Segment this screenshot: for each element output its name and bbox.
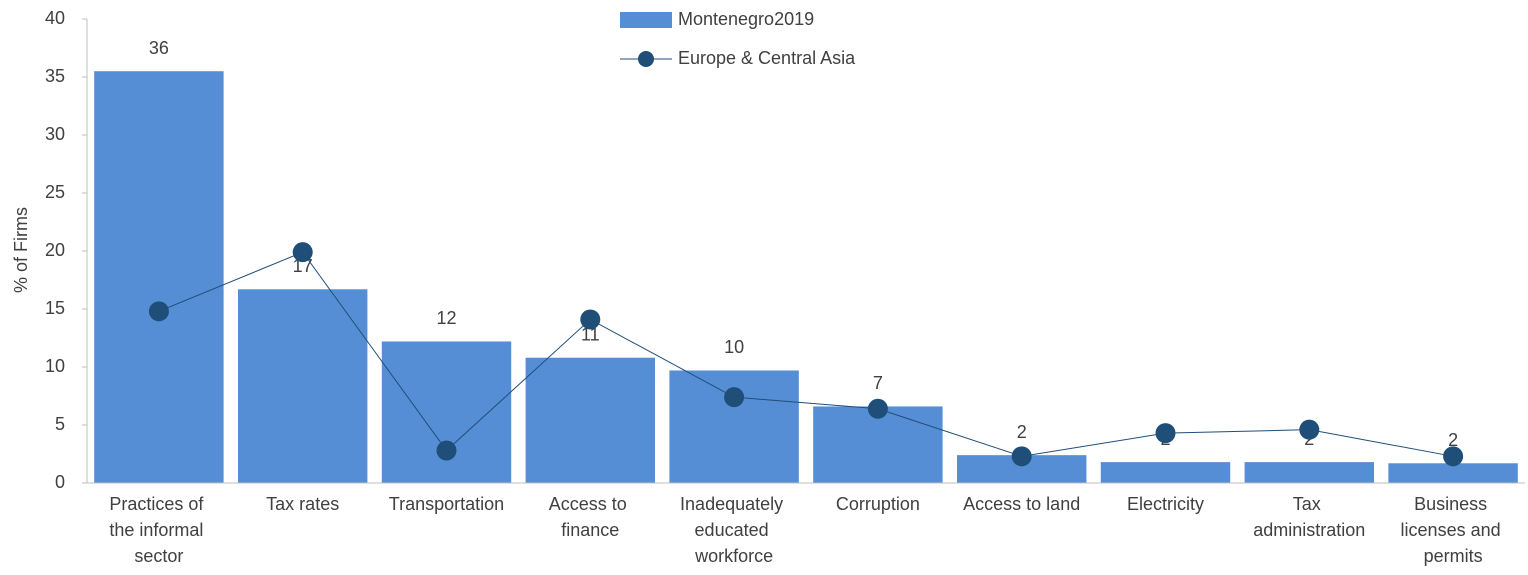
marker (867, 398, 888, 419)
y-tick-label: 35 (45, 66, 65, 86)
y-tick-label: 0 (55, 472, 65, 492)
x-tick-label: Tax rates (266, 494, 339, 514)
x-tick-label: Transportation (389, 494, 504, 514)
legend-label: Montenegro2019 (678, 9, 814, 29)
y-tick-label: 40 (45, 8, 65, 28)
bar (237, 289, 368, 483)
x-tick-label: Access to land (963, 494, 1080, 514)
data-label: 12 (436, 308, 456, 328)
bar (94, 71, 224, 483)
data-label: 10 (724, 337, 744, 357)
x-tick-label: Inadequately educated workforce (680, 494, 788, 566)
data-label: 36 (149, 38, 169, 58)
bar (381, 341, 512, 483)
legend-swatch (638, 51, 654, 67)
data-label: 2 (1017, 422, 1027, 442)
bar (1100, 462, 1231, 483)
marker (1443, 446, 1464, 467)
x-tick-label: Access to finance (549, 494, 632, 540)
legend-swatch (620, 12, 672, 28)
bar (813, 406, 943, 483)
y-axis-label: % of Firms (11, 207, 31, 293)
bar (1244, 462, 1375, 483)
x-tick-label: Tax administration (1253, 494, 1365, 540)
x-tick-label: Practices of the informal sector (109, 494, 208, 566)
bar (1388, 463, 1518, 483)
data-label: 17 (293, 256, 313, 276)
y-tick-label: 5 (55, 414, 65, 434)
data-label: 7 (873, 373, 883, 393)
data-label: 11 (581, 324, 600, 344)
x-tick-label: Business licenses and permits (1401, 494, 1506, 566)
x-tick-label: Corruption (836, 494, 920, 514)
y-tick-label: 10 (45, 356, 65, 376)
marker (1155, 423, 1176, 444)
y-tick-label: 15 (45, 298, 65, 318)
y-tick-label: 30 (45, 124, 65, 144)
marker (1299, 419, 1320, 440)
marker (148, 301, 169, 322)
y-tick-label: 25 (45, 182, 65, 202)
y-tick-label: 20 (45, 240, 65, 260)
data-label: 2 (1448, 430, 1458, 450)
legend-label: Europe & Central Asia (678, 48, 856, 68)
marker (724, 387, 745, 408)
marker (436, 440, 457, 461)
bar (525, 357, 656, 483)
line (158, 251, 1454, 457)
marker (1011, 446, 1032, 467)
marker (580, 309, 601, 330)
x-tick-label: Electricity (1127, 494, 1204, 514)
marker (292, 242, 313, 263)
